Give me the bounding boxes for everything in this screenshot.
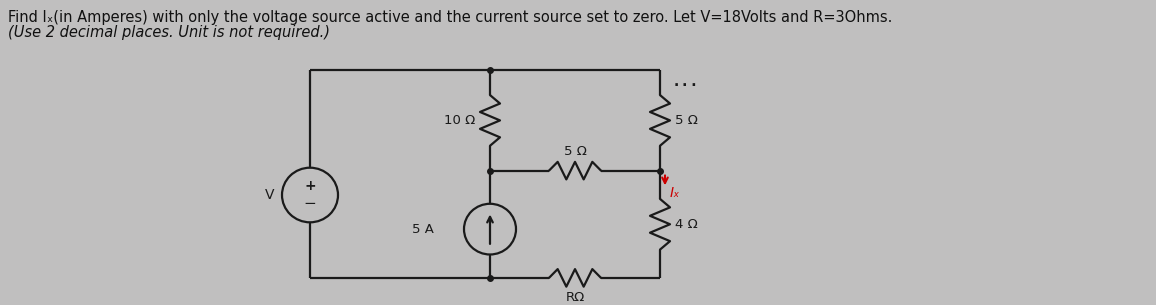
- Text: V: V: [265, 188, 274, 202]
- Text: ...: ...: [672, 74, 698, 89]
- Text: 10 Ω: 10 Ω: [444, 114, 475, 127]
- Text: Find Iₓ(in Amperes) with only the voltage source active and the current source s: Find Iₓ(in Amperes) with only the voltag…: [8, 10, 892, 25]
- Text: 5 A: 5 A: [413, 223, 434, 236]
- Text: Iₓ: Iₓ: [670, 186, 680, 200]
- Text: RΩ: RΩ: [565, 291, 585, 303]
- Text: 5 Ω: 5 Ω: [675, 114, 698, 127]
- Text: −: −: [304, 196, 317, 211]
- Text: +: +: [304, 179, 316, 193]
- Text: 4 Ω: 4 Ω: [675, 218, 698, 231]
- Text: 5 Ω: 5 Ω: [564, 145, 586, 158]
- Text: (Use 2 decimal places. Unit is not required.): (Use 2 decimal places. Unit is not requi…: [8, 25, 329, 40]
